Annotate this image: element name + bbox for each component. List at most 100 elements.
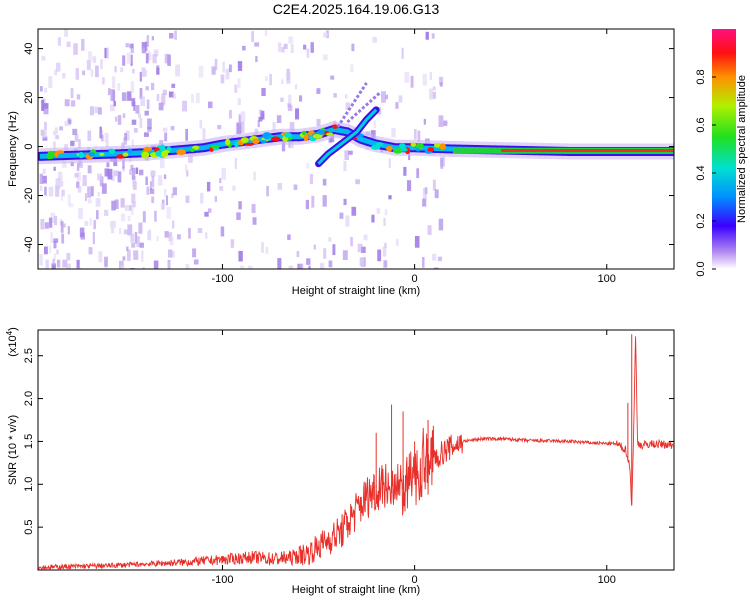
noise-speck	[361, 246, 366, 253]
noise-speck	[129, 169, 132, 175]
colorbar-tick-label: 0.2	[695, 213, 707, 228]
noise-speck	[295, 84, 298, 90]
noise-speck	[91, 186, 94, 197]
noise-speck	[92, 232, 95, 245]
noise-speck	[141, 42, 147, 54]
noise-speck	[122, 256, 126, 261]
noise-speck	[398, 95, 403, 103]
noise-speck	[230, 239, 235, 248]
noise-speck	[40, 218, 45, 230]
noise-speck	[289, 122, 295, 132]
noise-speck	[130, 81, 135, 94]
noise-speck	[198, 65, 204, 78]
noise-speck	[78, 208, 83, 220]
noise-speck	[131, 98, 136, 107]
noise-speck	[287, 105, 293, 112]
noise-speck	[185, 128, 189, 141]
noise-speck	[125, 130, 130, 141]
snr-x-tick-label: 100	[598, 574, 616, 586]
noise-speck	[67, 119, 72, 124]
noise-speck	[101, 183, 107, 194]
noise-speck	[283, 43, 288, 49]
ridge-blob	[160, 151, 169, 158]
noise-speck	[156, 94, 160, 102]
noise-speck	[172, 220, 175, 229]
noise-speck	[182, 100, 188, 112]
noise-speck	[432, 86, 436, 91]
noise-speck	[87, 186, 92, 198]
noise-speck	[39, 173, 43, 185]
noise-speck	[89, 106, 94, 115]
noise-speck	[422, 198, 427, 207]
ridge-blob	[427, 147, 435, 152]
noise-speck	[141, 250, 144, 262]
noise-speck	[151, 36, 154, 41]
noise-speck	[114, 116, 118, 122]
noise-speck	[316, 118, 321, 127]
noise-speck	[139, 88, 143, 99]
noise-speck	[146, 52, 152, 61]
noise-speck	[151, 196, 155, 204]
noise-speck	[125, 43, 129, 48]
ridge-blob	[439, 143, 447, 150]
noise-speck	[406, 180, 412, 192]
noise-speck	[193, 259, 199, 265]
spectrogram-ridge	[38, 82, 674, 168]
noise-speck	[348, 150, 353, 155]
noise-speck	[350, 64, 354, 73]
noise-speck	[111, 200, 116, 211]
noise-speck	[53, 238, 59, 243]
noise-speck	[252, 217, 257, 225]
noise-speck	[427, 225, 432, 235]
noise-speck	[261, 88, 266, 96]
noise-speck	[433, 267, 439, 269]
noise-speck	[322, 54, 328, 61]
noise-speck	[146, 35, 150, 47]
noise-speck	[342, 250, 348, 260]
noise-speck	[237, 98, 241, 106]
noise-speck	[131, 193, 136, 204]
noise-speck	[322, 178, 327, 186]
noise-speck	[175, 64, 180, 77]
noise-speck	[55, 185, 60, 197]
noise-speck	[135, 105, 140, 114]
noise-speck	[70, 140, 75, 147]
noise-speck	[417, 130, 421, 142]
noise-speck	[120, 67, 124, 73]
ridge-blob	[99, 152, 105, 156]
noise-speck	[281, 46, 285, 53]
noise-speck	[117, 83, 121, 91]
snr-multiplier: (x104)	[5, 327, 20, 357]
noise-speck	[359, 257, 365, 267]
noise-speck	[228, 64, 232, 73]
noise-speck	[51, 263, 56, 269]
noise-speck	[66, 252, 71, 261]
noise-speck	[111, 76, 116, 89]
noise-speck	[207, 101, 213, 109]
noise-speck	[205, 232, 208, 239]
noise-speck	[253, 171, 256, 181]
noise-speck	[237, 78, 241, 88]
noise-speck	[139, 242, 144, 248]
noise-speck	[42, 131, 47, 139]
noise-speck	[149, 188, 155, 195]
noise-speck	[297, 263, 303, 269]
noise-speck	[288, 36, 294, 44]
noise-speck	[276, 115, 282, 124]
noise-speck	[238, 201, 242, 210]
noise-speck	[93, 220, 97, 230]
noise-speck	[143, 132, 149, 137]
colorbar-gradient	[712, 29, 736, 269]
noise-speck	[171, 83, 176, 88]
noise-speck	[72, 128, 78, 136]
noise-speck	[185, 195, 190, 203]
noise-speck	[281, 140, 286, 152]
noise-speck	[384, 209, 388, 216]
ridge-blob	[116, 154, 125, 159]
ridge-blob	[245, 142, 254, 146]
noise-speck	[131, 204, 134, 216]
noise-speck	[434, 189, 439, 199]
noise-speck	[120, 266, 125, 269]
noise-speck	[53, 166, 56, 171]
